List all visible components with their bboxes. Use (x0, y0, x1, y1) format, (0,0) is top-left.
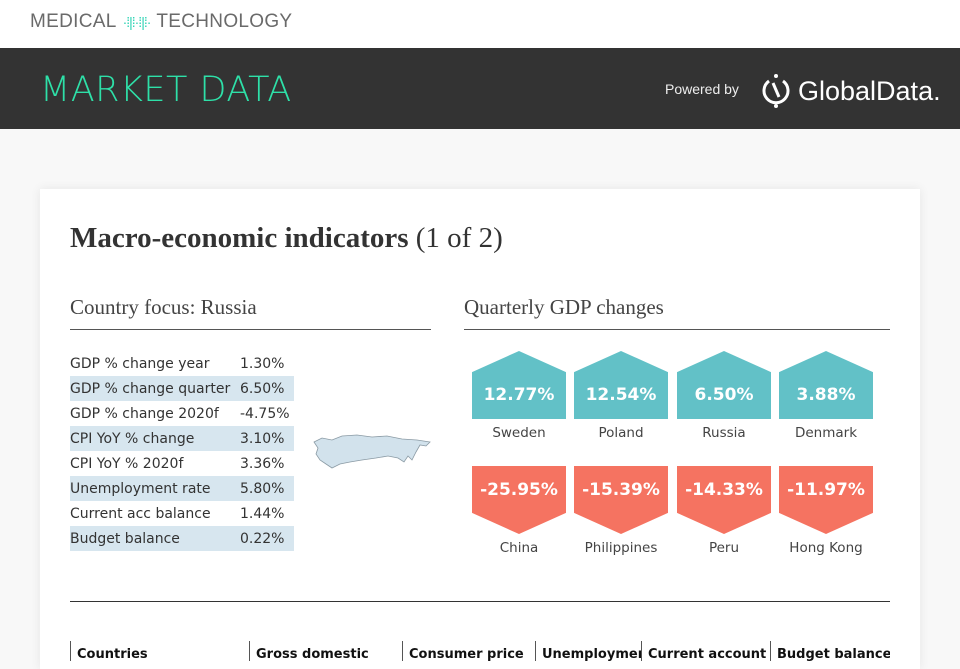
indicator-list: GDP % change year 1.30% GDP % change quar… (70, 351, 294, 551)
column-header-unemployment[interactable]: Unemployment (535, 641, 642, 661)
country-name: Poland (598, 425, 644, 441)
indicator-row: Unemployment rate 5.80% (70, 476, 294, 501)
country-focus-heading: Country focus: Russia (70, 295, 431, 330)
country-name: Philippines (584, 540, 658, 556)
country-name: Sweden (492, 425, 546, 441)
russia-map-icon (313, 434, 431, 469)
page-indicator: (1 of 2) (415, 222, 503, 254)
column-header-countries[interactable]: Countries (70, 641, 250, 661)
indicator-row: Current acc balance 1.44% (70, 505, 285, 522)
indicator-row: GDP % change year 1.30% (70, 355, 285, 372)
indicator-row: GDP % change 2020f -4.75% (70, 405, 290, 422)
medical-technology-logo[interactable]: MEDICAL ·⁞|⁞·⁞|⁞· TECHNOLOGY (30, 11, 292, 33)
country-name: Hong Kong (789, 540, 863, 556)
column-header-budget-balance[interactable]: Budget balance (770, 641, 890, 661)
indicator-row: CPI YoY % 2020f 3.36% (70, 455, 285, 472)
brand-right: TECHNOLOGY (156, 11, 293, 32)
indicator-row: CPI YoY % change 3.10% (70, 426, 294, 451)
globaldata-icon (762, 74, 790, 108)
globaldata-logo[interactable]: GlobalData. (760, 73, 941, 109)
indicator-row: Budget balance 0.22% (70, 526, 294, 551)
powered-by-label: Powered by (665, 81, 739, 97)
column-header-cpi[interactable]: Consumer price (402, 641, 536, 661)
gdp-change-value: 3.88% (796, 385, 856, 405)
banner-title: MARKET DATA (40, 70, 292, 110)
market-data-banner (0, 48, 960, 129)
gdp-change-value: 12.54% (585, 385, 657, 405)
gdp-change-value: -25.95% (480, 480, 558, 500)
gdp-change-value: -15.39% (582, 480, 660, 500)
column-header-current-account[interactable]: Current account (641, 641, 771, 661)
globaldata-wordmark: GlobalData. (798, 75, 941, 106)
page-title: Macro-economic indicators (1 of 2) (70, 222, 503, 254)
column-header-gdp[interactable]: Gross domestic (249, 641, 403, 661)
indicator-row: GDP % change quarter 6.50% (70, 376, 294, 401)
gdp-change-value: -11.97% (787, 480, 865, 500)
brand-left: MEDICAL (30, 11, 117, 32)
quarterly-gdp-heading: Quarterly GDP changes (464, 295, 890, 330)
country-name: China (499, 540, 539, 556)
gdp-change-value: 12.77% (483, 385, 555, 405)
country-name: Peru (708, 540, 740, 556)
gdp-change-value: 6.50% (694, 385, 754, 405)
country-name: Russia (702, 425, 746, 441)
country-name: Denmark (794, 425, 858, 441)
gdp-change-value: -14.33% (685, 480, 763, 500)
top-bar: MEDICAL ·⁞|⁞·⁞|⁞· TECHNOLOGY (0, 0, 960, 48)
section-divider (70, 601, 890, 602)
dna-dots-icon: ·⁞|⁞·⁞|⁞· (122, 14, 152, 30)
